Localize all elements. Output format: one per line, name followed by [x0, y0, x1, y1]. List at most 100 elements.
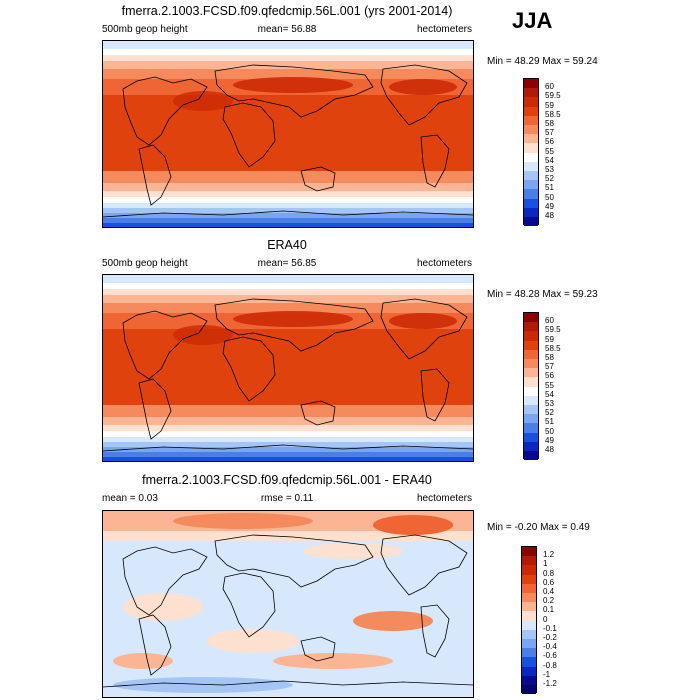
field-band	[103, 55, 473, 61]
coastline	[214, 298, 374, 352]
field-band	[103, 431, 473, 437]
panel-3-right-label: hectometers	[416, 493, 472, 504]
field-anomaly	[389, 79, 457, 95]
colorbar-segment	[522, 620, 536, 630]
field-band	[103, 283, 473, 289]
field-band	[103, 191, 473, 197]
panel-1-right-label: hectometers	[416, 24, 472, 35]
colorbar-segment	[524, 88, 538, 98]
colorbar-segment	[524, 161, 538, 171]
coastline	[420, 368, 450, 422]
colorbar-boxes	[523, 78, 539, 227]
colorbar-label: 0.1	[543, 605, 555, 615]
colorbar-label: 51	[545, 417, 554, 427]
colorbar-segment	[522, 574, 536, 584]
colorbar-segment	[522, 611, 536, 621]
colorbar-label: 0.6	[543, 577, 555, 587]
colorbar-label: 58.5	[545, 343, 561, 353]
colorbar-label: 53	[545, 165, 554, 174]
field-band	[103, 223, 473, 227]
field-band	[103, 442, 473, 447]
colorbar-label: 58	[545, 353, 554, 362]
colorbar-segment	[524, 405, 538, 415]
colorbar-segment	[524, 79, 538, 89]
colorbar-label: 54	[545, 389, 554, 399]
colorbar-label: 55	[545, 380, 554, 390]
coastline	[122, 310, 208, 380]
field-band	[103, 213, 473, 218]
colorbar-segment	[524, 377, 538, 387]
field-band	[103, 425, 473, 431]
field-anomaly	[113, 653, 173, 669]
colorbar-segment	[524, 322, 538, 332]
colorbar-label: 0	[543, 614, 548, 624]
field-band	[103, 49, 473, 55]
colorbar-segment	[522, 648, 536, 658]
coastline	[420, 134, 450, 188]
colorbar-segment	[522, 593, 536, 603]
coastline	[122, 546, 208, 616]
field-anomaly	[273, 653, 393, 669]
colorbar-label: 59	[545, 100, 554, 110]
field-anomaly	[123, 593, 203, 621]
panel-1-left-label: 500mb geop height	[102, 24, 188, 35]
coastline	[300, 636, 336, 662]
colorbar-segment	[522, 556, 536, 566]
colorbar-label: 58	[545, 119, 554, 128]
field-band	[103, 452, 473, 457]
panel-1-minmax: Min = 48.29 Max = 59.24	[487, 56, 598, 67]
colorbar-label: 58.5	[545, 109, 561, 119]
colorbar-label: 57	[545, 362, 554, 372]
field-anomaly	[173, 325, 233, 345]
colorbar-segment	[524, 207, 538, 217]
colorbar-segment	[524, 395, 538, 405]
coastline	[103, 210, 473, 218]
colorbar-label: 0.8	[543, 568, 555, 578]
colorbar-label: 54	[545, 155, 554, 165]
coastline	[420, 604, 450, 658]
colorbar-label: 56	[545, 137, 554, 147]
colorbar-segment	[522, 602, 536, 612]
field-band	[103, 61, 473, 69]
colorbar-segment	[524, 106, 538, 116]
coastline	[380, 298, 468, 360]
panel-1-map	[102, 40, 474, 228]
colorbar-segment	[524, 340, 538, 350]
colorbar-label: 1.2	[543, 550, 555, 560]
coastline	[138, 378, 172, 440]
coastline	[214, 64, 374, 118]
panel-2-center-label: mean= 56.85	[257, 258, 317, 269]
colorbar-label: -1	[543, 669, 551, 679]
field-band	[103, 41, 473, 49]
colorbar-label: 48	[545, 445, 554, 454]
field-anomaly	[373, 515, 453, 535]
panel-1-field	[103, 41, 473, 227]
colorbar-label: 52	[545, 408, 554, 418]
coastline	[222, 572, 276, 638]
colorbar-segment	[522, 666, 536, 676]
field-band	[103, 437, 473, 442]
colorbar-label: 50	[545, 426, 554, 436]
colorbar-segment	[524, 217, 538, 227]
colorbar-segment	[524, 451, 538, 461]
field-band	[103, 303, 473, 313]
colorbar-label: 0.2	[543, 596, 555, 606]
panel-2-title: ERA40	[267, 238, 307, 252]
field-band	[103, 69, 473, 79]
panel-2-right-label: hectometers	[416, 258, 472, 269]
field-band	[103, 447, 473, 452]
colorbar-segment	[524, 386, 538, 396]
field-band	[103, 203, 473, 208]
colorbar-segment	[524, 359, 538, 369]
field-anomaly	[233, 77, 353, 93]
coastline	[138, 614, 172, 676]
panel-3-center-label: rmse = 0.11	[260, 493, 314, 504]
panel-2-map	[102, 274, 474, 462]
panel-3-minmax: Min = -0.20 Max = 0.49	[487, 522, 590, 533]
field-band	[103, 218, 473, 223]
colorbar-label: 52	[545, 174, 554, 184]
colorbar-label: 51	[545, 183, 554, 193]
field-anomaly	[233, 311, 353, 327]
colorbar-label: 57	[545, 128, 554, 138]
colorbar-label: -0.1	[543, 623, 557, 633]
